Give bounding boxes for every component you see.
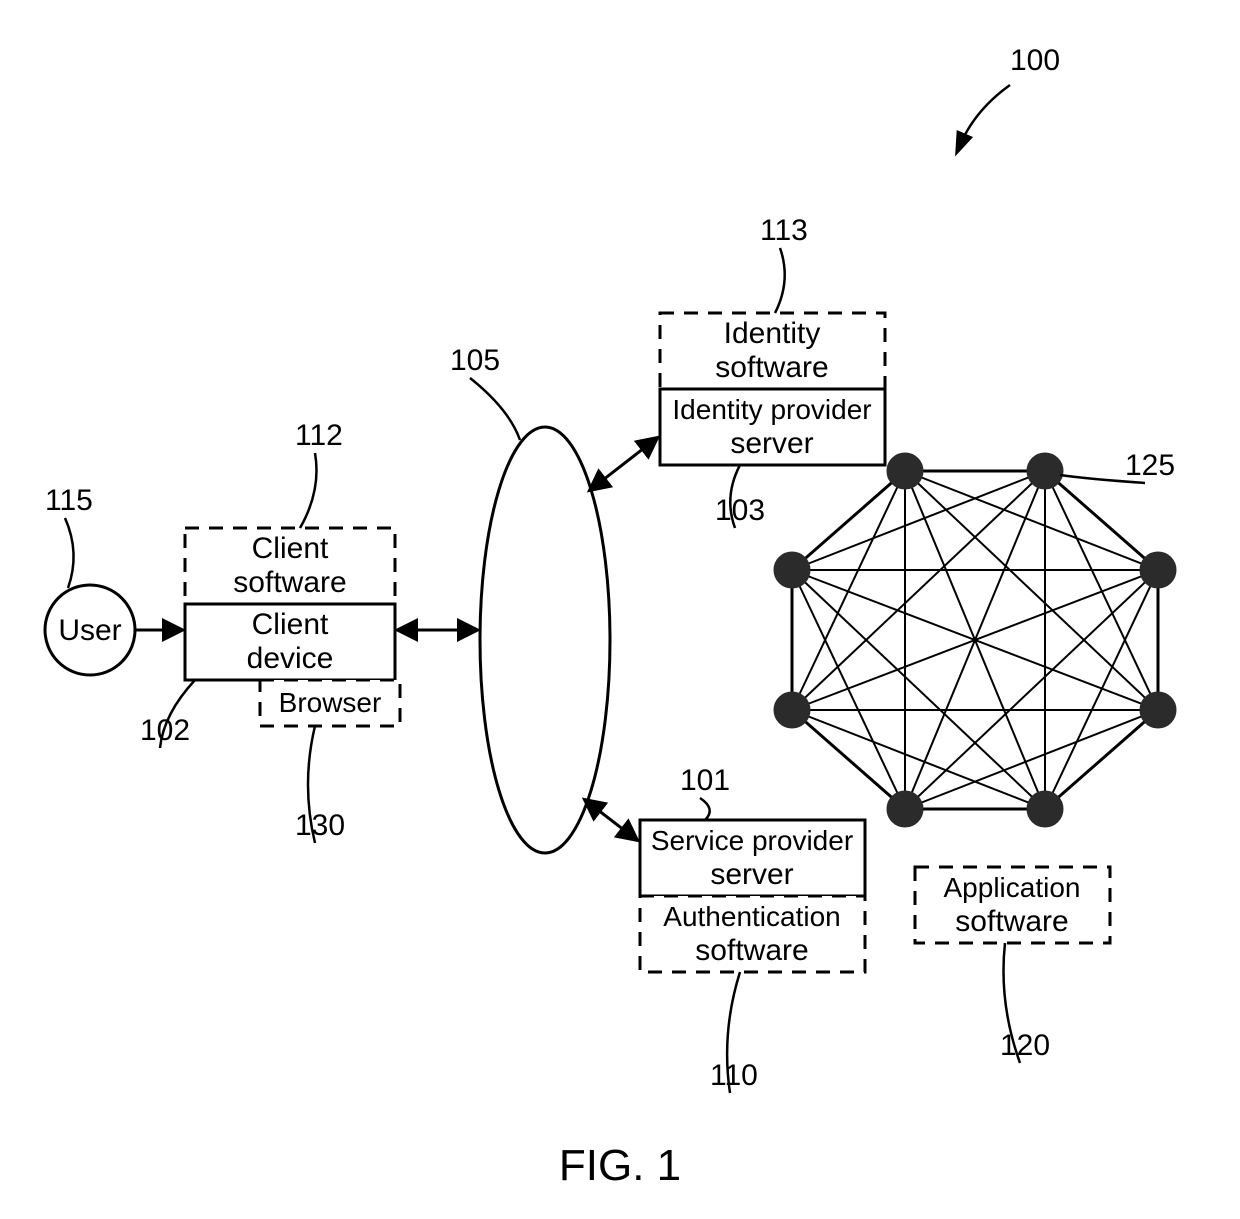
- network-node: [774, 552, 810, 588]
- user-label: User: [58, 614, 121, 647]
- identity-block: Identity software Identity provider serv…: [660, 313, 885, 465]
- network-node: [774, 692, 810, 728]
- network-node: [1027, 791, 1063, 827]
- ref-103: 103: [715, 494, 765, 527]
- identity-srv-l2: server: [730, 427, 813, 460]
- arrow-cloud-idp: [590, 438, 657, 490]
- identity-srv-l1: Identity provider: [672, 394, 871, 425]
- figure-caption: FIG. 1: [559, 1141, 681, 1190]
- auth-sw-l1: Authentication: [663, 901, 840, 932]
- network-node: [1027, 453, 1063, 489]
- network-graph: [774, 453, 1176, 827]
- ref-125: 125: [1125, 449, 1175, 482]
- network-node: [887, 453, 923, 489]
- ref-130: 130: [295, 809, 345, 842]
- client-software-l2: software: [233, 566, 346, 599]
- client-software-l1: Client: [252, 532, 329, 565]
- ref-105: 105: [450, 344, 500, 377]
- ref-113: 113: [760, 214, 808, 247]
- network-node: [887, 791, 923, 827]
- app-sw-l2: software: [955, 905, 1068, 938]
- ref-101: 101: [680, 764, 730, 797]
- service-srv-l1: Service provider: [651, 825, 853, 856]
- cloud-ellipse: [480, 427, 610, 853]
- arrow-cloud-sp: [585, 800, 637, 840]
- network-node: [1140, 692, 1176, 728]
- ref-100-text: 100: [1010, 44, 1060, 77]
- identity-sw-l2: software: [715, 351, 828, 384]
- client-device-l1: Client: [252, 608, 329, 641]
- app-software-block: Application software: [915, 867, 1110, 943]
- ref-115: 115: [45, 484, 93, 517]
- network-node: [1140, 552, 1176, 588]
- client-device-l2: device: [247, 642, 334, 675]
- auth-sw-l2: software: [695, 934, 808, 967]
- ref-110: 110: [710, 1059, 758, 1092]
- service-block: Service provider server Authentication s…: [640, 820, 865, 972]
- ref-112: 112: [295, 419, 343, 452]
- ref-120: 120: [1000, 1029, 1050, 1062]
- client-block: Client software Client device Browser: [185, 528, 400, 726]
- browser-label: Browser: [279, 687, 382, 718]
- ref-100: 100: [960, 44, 1060, 145]
- app-sw-l1: Application: [944, 872, 1081, 903]
- identity-sw-l1: Identity: [724, 317, 821, 350]
- user-node: User: [45, 585, 135, 675]
- ref-102: 102: [140, 714, 190, 747]
- service-srv-l2: server: [710, 858, 793, 891]
